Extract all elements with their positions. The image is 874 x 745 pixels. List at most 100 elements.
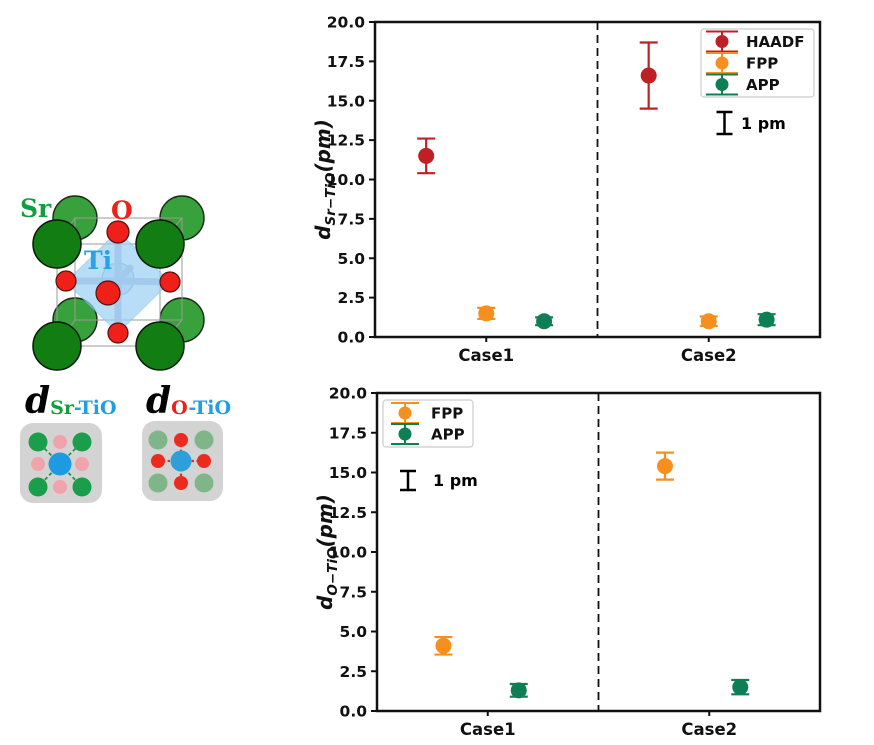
- y-tick-label: 0.0: [338, 329, 366, 347]
- o-atoms: [55, 220, 181, 344]
- x-tick-label: Case1: [460, 720, 516, 739]
- sr-site: [72, 477, 92, 497]
- y-tick-label: 5.0: [340, 623, 368, 641]
- legend-entry-FPP: FPP: [706, 52, 778, 74]
- sr-site-faded: [194, 473, 214, 493]
- y-axis: 0.0 2.5 5.0 7.5 10.0 12.5 15.0 17.5 20.0: [329, 385, 377, 721]
- sr-atom-front: [135, 321, 185, 371]
- scale-bar-label: 1 pm: [433, 471, 478, 490]
- schematic-d-sr-tio: dSr-TiO: [20, 380, 117, 503]
- scale-bar: 1 pm: [400, 469, 478, 492]
- y-tick-label: 5.0: [338, 250, 366, 268]
- y-tick-label: 10.0: [329, 544, 367, 562]
- o-site-faded: [31, 457, 45, 471]
- legend-entry-APP: APP: [706, 73, 780, 96]
- series-FPP: [477, 305, 718, 330]
- o-label: O: [111, 196, 133, 225]
- legend-box: [700, 28, 815, 98]
- o-site-faded: [53, 480, 67, 494]
- y-tick-label: 17.5: [329, 424, 367, 442]
- legend-label: APP: [431, 426, 465, 444]
- o-atom-bottom: [107, 322, 129, 344]
- chart-d-sr-tio: 0.0 2.5 5.0 7.5 10.0 12.5 15.0 17.5 20.0 Case1 Cas…: [311, 14, 822, 365]
- x-axis: Case1 Case2: [460, 711, 737, 739]
- series-APP: [509, 678, 750, 699]
- legend: HAADF FPP APP: [700, 28, 815, 98]
- y-tick-label: 15.0: [329, 464, 367, 482]
- plot-border: [375, 391, 822, 713]
- legend-label: FPP: [746, 55, 778, 73]
- x-tick-label: Case2: [681, 720, 737, 739]
- y-tick-label: 20.0: [329, 385, 367, 403]
- crystal-structure-panel: Sr O Ti dSr-TiO: [20, 194, 231, 503]
- y-tick-label: 2.5: [338, 289, 365, 307]
- legend-marker: [715, 56, 729, 70]
- plot-border: [373, 20, 822, 339]
- legend-label: APP: [746, 76, 780, 94]
- data-point-APP-Case2: [758, 311, 775, 328]
- schematic-title: dO-TiO: [146, 380, 231, 422]
- series-HAADF: [417, 41, 658, 175]
- schematic-atoms: [148, 430, 214, 493]
- sr-site: [28, 432, 48, 452]
- legend-label: HAADF: [746, 33, 804, 51]
- sr-atom-front: [32, 321, 82, 371]
- series-APP: [535, 311, 776, 330]
- data-point-FPP-Case2: [656, 458, 673, 475]
- data-point-HAADF-Case1: [418, 147, 435, 164]
- data-point-APP-Case1: [510, 682, 527, 699]
- y-tick-label: 17.5: [327, 53, 365, 71]
- sr-atoms-front: [32, 219, 185, 371]
- y-axis-label: dO−TiO(pm): [313, 494, 341, 610]
- scale-bar-label: 1 pm: [741, 114, 786, 133]
- data-point-FPP-Case2: [700, 313, 717, 330]
- data-point-FPP-Case1: [478, 305, 495, 322]
- schematic-d-o-tio: dO-TiO: [142, 380, 231, 501]
- series-FPP: [434, 451, 674, 656]
- legend-label: FPP: [431, 405, 463, 423]
- ti-site: [170, 450, 192, 472]
- y-tick-label: 0.0: [340, 703, 368, 721]
- sr-site: [28, 477, 48, 497]
- o-site-faded: [53, 435, 67, 449]
- o-site-faded: [75, 457, 89, 471]
- o-atom-front: [95, 280, 121, 306]
- sr-site-faded: [148, 430, 168, 450]
- ti-site: [48, 452, 72, 476]
- legend-marker: [398, 427, 412, 441]
- y-tick-label: 20.0: [327, 14, 365, 32]
- y-tick-label: 12.5: [327, 132, 365, 150]
- x-tick-label: Case1: [458, 346, 514, 365]
- o-atom-top: [106, 220, 130, 244]
- scale-bar: 1 pm: [716, 110, 786, 136]
- o-site: [174, 433, 188, 447]
- o-site: [174, 476, 188, 490]
- legend-marker: [715, 35, 729, 48]
- x-tick-label: Case2: [681, 346, 737, 365]
- y-tick-label: 7.5: [340, 583, 367, 601]
- y-tick-label: 2.5: [340, 663, 367, 681]
- y-tick-label: 12.5: [329, 504, 367, 522]
- sr-atom-front: [135, 219, 185, 269]
- y-tick-label: 15.0: [327, 92, 365, 110]
- ti-label: Ti: [84, 246, 112, 275]
- legend: FPP APP: [382, 399, 474, 448]
- legend-marker: [398, 406, 412, 420]
- y-tick-label: 7.5: [338, 210, 365, 228]
- o-site: [197, 454, 211, 468]
- o-site: [151, 454, 165, 468]
- sr-site-faded: [194, 430, 214, 450]
- schematic-title: dSr-TiO: [25, 380, 117, 422]
- y-tick-label: 10.0: [327, 171, 365, 189]
- data-point-FPP-Case1: [435, 637, 452, 654]
- sr-site: [72, 432, 92, 452]
- data-point-APP-Case1: [536, 313, 553, 330]
- legend-entry-APP: APP: [391, 423, 465, 445]
- legend-entry-HAADF: HAADF: [706, 30, 804, 53]
- legend-marker: [715, 78, 729, 91]
- o-atom-right: [159, 271, 181, 293]
- y-axis: 0.0 2.5 5.0 7.5 10.0 12.5 15.0 17.5 20.0: [327, 14, 375, 347]
- y-axis-label: dSr−TiO(pm): [311, 119, 339, 240]
